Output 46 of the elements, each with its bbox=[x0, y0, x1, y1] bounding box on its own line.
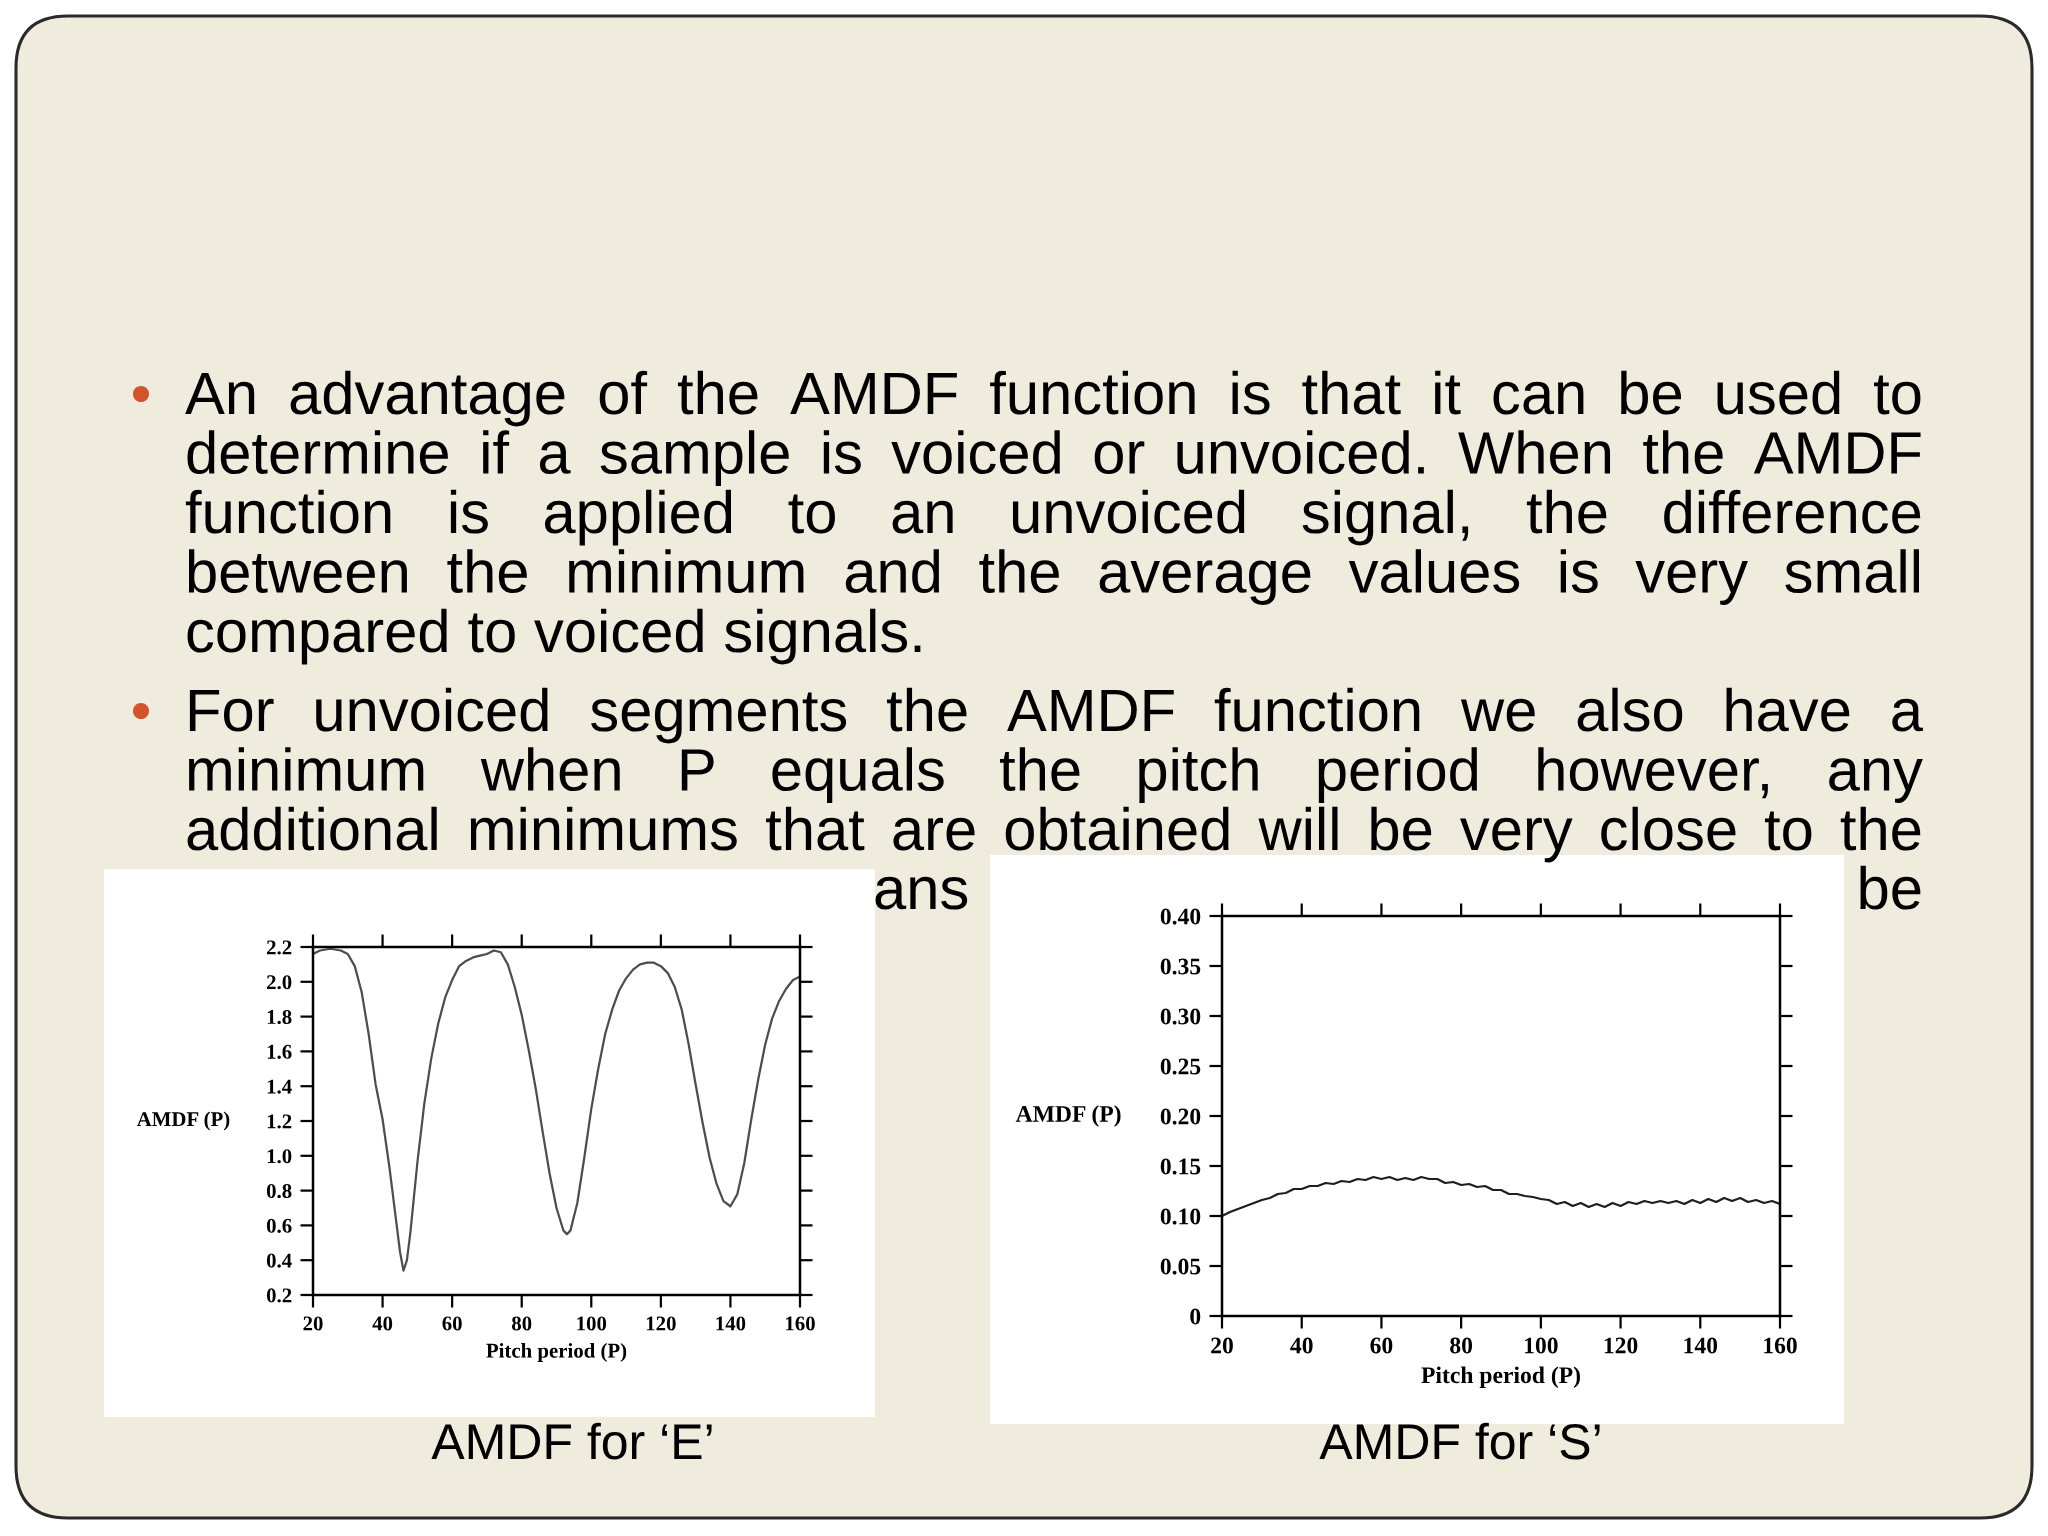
y-tick-label: 2.0 bbox=[267, 975, 292, 990]
y-tick-label: 0 bbox=[1190, 1308, 1201, 1325]
y-tick-label: 0.25 bbox=[1160, 1058, 1201, 1075]
y-tick-label: 0.6 bbox=[266, 1218, 292, 1233]
x-tick-label: 40 bbox=[372, 1316, 393, 1331]
y-tick-label: 0.2 bbox=[266, 1288, 292, 1303]
y-tick-label: 0.30 bbox=[1160, 1008, 1201, 1025]
x-tick-label: 60 bbox=[442, 1316, 462, 1331]
text: AMDF for ‘S’ bbox=[1319, 1422, 1600, 1460]
y-tick-label: 1.6 bbox=[267, 1044, 292, 1059]
y-tick-label: 0.4 bbox=[266, 1253, 292, 1268]
x-tick-label: 160 bbox=[786, 1316, 815, 1331]
y-axis-title: AMDF (P) bbox=[1015, 1105, 1121, 1127]
x-axis-title: Pitch period (P) bbox=[1421, 1366, 1580, 1388]
y-tick-label: 1.4 bbox=[267, 1079, 292, 1094]
text: ans bbox=[875, 876, 968, 910]
y-tick-label: 1.0 bbox=[267, 1149, 292, 1164]
text: An advantage of the AMDF function is that it can be used to determine if a sample is voiced or unvoiced. When the AMDF function is applied to an unvoiced signal, the difference between the minimum and the average values is very small compared to voiced signals. bbox=[185, 370, 1921, 665]
x-tick-label: 80 bbox=[511, 1316, 532, 1331]
y-tick-label: 0.05 bbox=[1160, 1258, 1201, 1275]
y-tick-label: 1.2 bbox=[267, 1114, 292, 1129]
x-tick-label: 120 bbox=[646, 1316, 676, 1331]
x-tick-label: 60 bbox=[1370, 1337, 1393, 1354]
x-tick-label: 140 bbox=[716, 1316, 746, 1331]
y-tick-label: 0.15 bbox=[1160, 1158, 1201, 1175]
y-tick-label: 0.10 bbox=[1160, 1208, 1201, 1225]
x-tick-label: 100 bbox=[1525, 1337, 1558, 1354]
line-series bbox=[1222, 1175, 1780, 1218]
text: AMDF for ‘E’ bbox=[431, 1422, 712, 1460]
y-tick-label: 0.40 bbox=[1160, 908, 1201, 925]
y-axis-title: AMDF (P) bbox=[136, 1111, 230, 1131]
x-tick-label: 40 bbox=[1290, 1337, 1313, 1354]
y-tick-label: 1.8 bbox=[267, 1009, 292, 1025]
text: be bbox=[1860, 865, 1921, 910]
x-tick-label: 120 bbox=[1604, 1337, 1638, 1354]
x-axis-title: Pitch period (P) bbox=[486, 1343, 627, 1362]
x-tick-label: 20 bbox=[1211, 1337, 1233, 1354]
x-tick-label: 160 bbox=[1764, 1337, 1797, 1354]
x-tick-label: 100 bbox=[577, 1316, 607, 1331]
y-tick-label: 2.2 bbox=[267, 940, 292, 955]
y-tick-label: 0.35 bbox=[1160, 958, 1201, 975]
y-tick-label: 0.20 bbox=[1160, 1108, 1201, 1125]
y-tick-label: 0.8 bbox=[266, 1183, 292, 1199]
x-tick-label: 80 bbox=[1450, 1337, 1473, 1354]
x-tick-label: 140 bbox=[1684, 1337, 1718, 1354]
x-tick-label: 20 bbox=[303, 1316, 323, 1331]
